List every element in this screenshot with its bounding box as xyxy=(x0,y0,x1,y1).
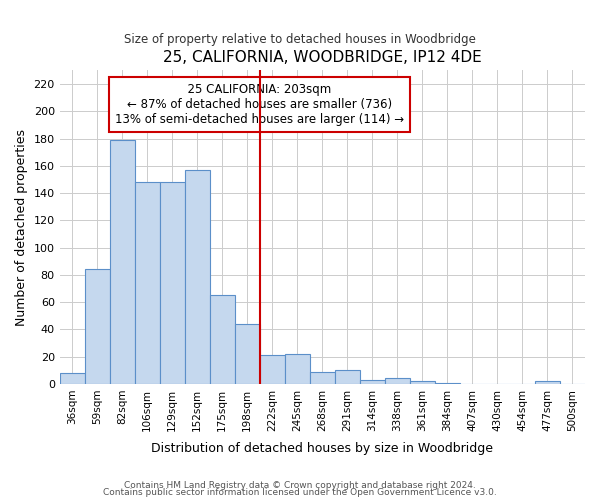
Bar xyxy=(210,296,235,384)
Bar xyxy=(310,372,335,384)
X-axis label: Distribution of detached houses by size in Woodbridge: Distribution of detached houses by size … xyxy=(151,442,493,455)
Bar xyxy=(260,356,285,384)
Bar xyxy=(160,182,185,384)
Bar xyxy=(435,382,460,384)
Bar xyxy=(59,373,85,384)
Bar xyxy=(110,140,135,384)
Text: Contains HM Land Registry data © Crown copyright and database right 2024.: Contains HM Land Registry data © Crown c… xyxy=(124,480,476,490)
Title: 25, CALIFORNIA, WOODBRIDGE, IP12 4DE: 25, CALIFORNIA, WOODBRIDGE, IP12 4DE xyxy=(163,50,482,65)
Bar xyxy=(285,354,310,384)
Bar xyxy=(335,370,360,384)
Bar xyxy=(235,324,260,384)
Bar xyxy=(135,182,160,384)
Text: Size of property relative to detached houses in Woodbridge: Size of property relative to detached ho… xyxy=(124,32,476,46)
Text: 25 CALIFORNIA: 203sqm  
← 87% of detached houses are smaller (736)
13% of semi-d: 25 CALIFORNIA: 203sqm ← 87% of detached … xyxy=(115,83,404,126)
Text: Contains public sector information licensed under the Open Government Licence v3: Contains public sector information licen… xyxy=(103,488,497,497)
Bar xyxy=(385,378,410,384)
Bar xyxy=(185,170,210,384)
Y-axis label: Number of detached properties: Number of detached properties xyxy=(15,128,28,326)
Bar xyxy=(535,381,560,384)
Bar xyxy=(410,381,435,384)
Bar xyxy=(85,270,110,384)
Bar xyxy=(360,380,385,384)
